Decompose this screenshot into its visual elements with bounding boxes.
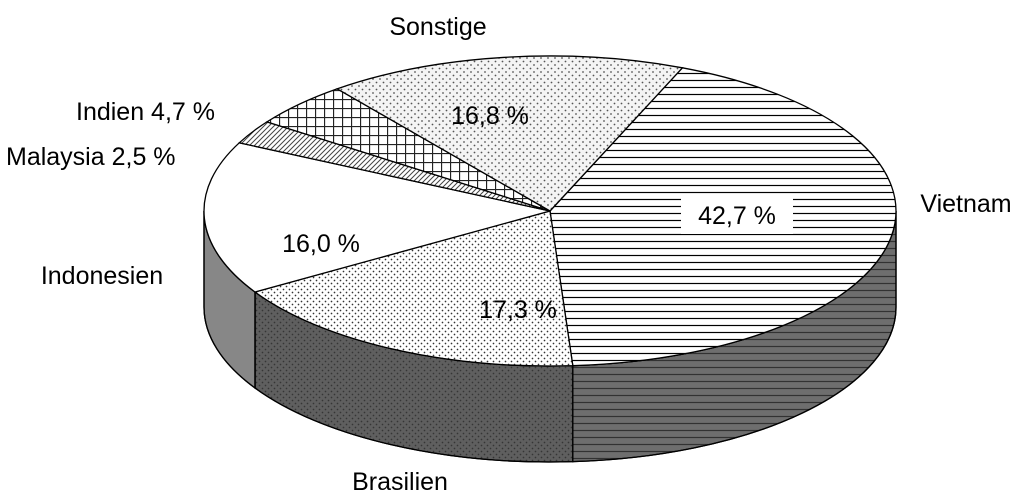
value-brasilien: 17,3 % — [479, 296, 557, 324]
pie-slice-indonesien — [203, 142, 551, 293]
label-indonesien: Indonesien — [41, 262, 163, 290]
label-indien: Indien 4,7 % — [76, 98, 215, 126]
value-sonstige: 16,8 % — [451, 102, 529, 130]
pie-slice-sonstige — [335, 55, 684, 212]
pie-slice-brasilien — [253, 210, 574, 367]
pie-labels: Vietnam 42,7 % Brasilien 17,3 % Indonesien 16… — [6, 13, 1012, 496]
value-box-vietnam — [681, 194, 793, 234]
label-malaysia: Malaysia 2,5 % — [6, 143, 176, 171]
pie-side-walls — [203, 210, 897, 463]
label-vietnam: Vietnam — [920, 190, 1011, 218]
value-indonesien: 16,0 % — [282, 230, 360, 258]
value-vietnam: 42,7 % — [698, 202, 776, 230]
label-brasilien: Brasilien — [352, 468, 448, 496]
label-sonstige: Sonstige — [389, 13, 486, 41]
